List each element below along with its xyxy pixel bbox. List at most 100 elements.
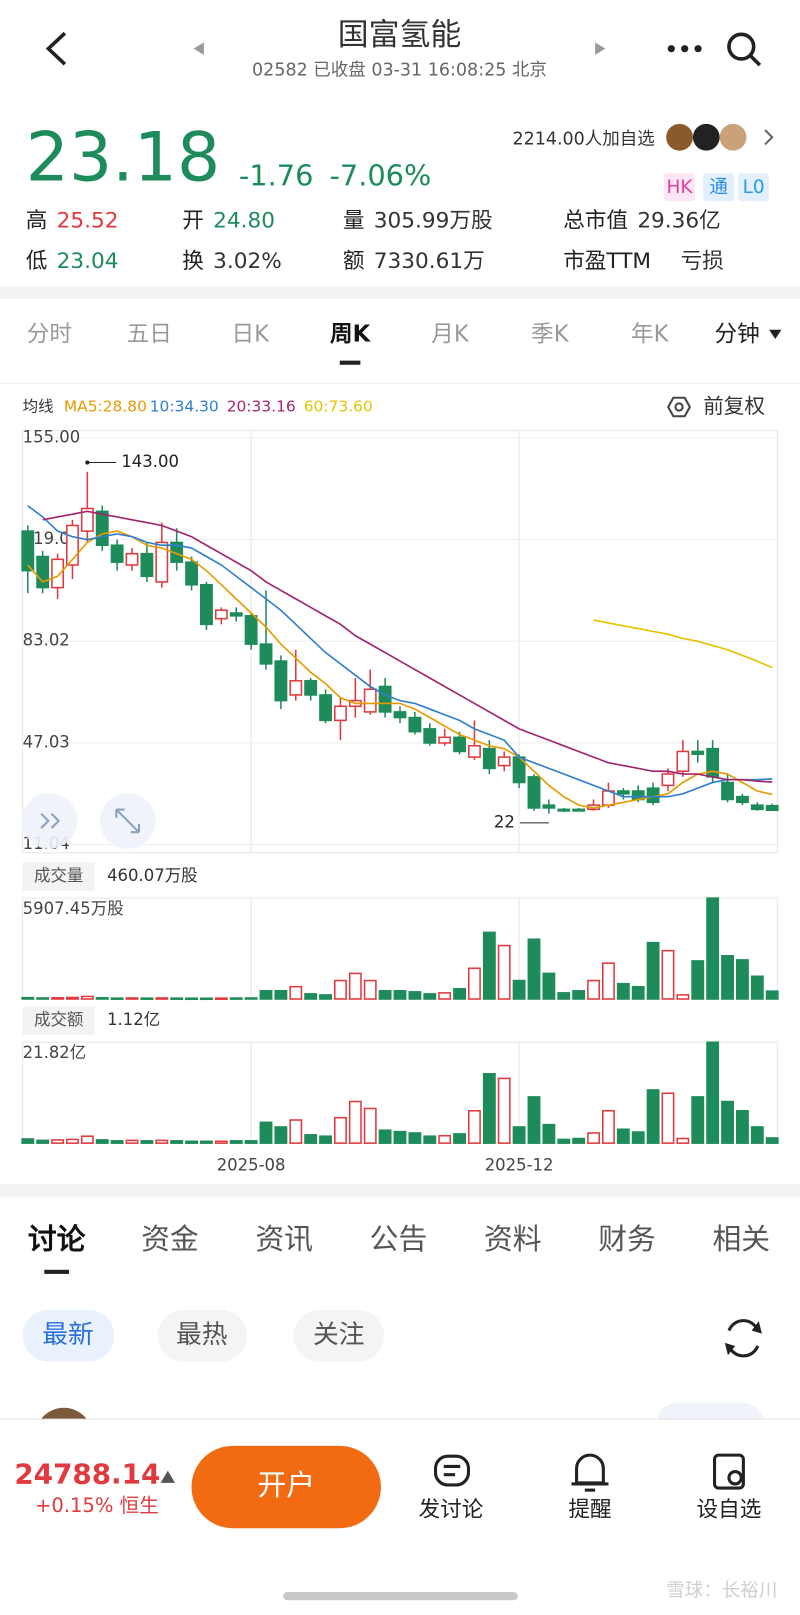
x-tick-label: 2025-12 [485,1155,554,1174]
stat-label: 开 [182,209,204,234]
filter-pill[interactable] [22,1309,115,1362]
badge: HK [666,177,693,198]
filter-pill[interactable] [157,1309,248,1362]
next-stock[interactable] [595,42,606,55]
candle-body [542,804,556,809]
adjust-label[interactable]: 前复权 [703,394,765,418]
watchlist-icon[interactable] [712,1453,745,1490]
bar [676,1137,690,1144]
bar [587,979,600,1000]
avatars [666,123,747,151]
bar [631,985,645,1000]
adjust-icon[interactable] [667,396,692,418]
stat-value: 3.02% [213,249,282,274]
refresh-button[interactable] [724,1319,762,1358]
bar [155,1139,169,1144]
discuss-icon[interactable] [433,1454,471,1487]
bar [616,1128,630,1144]
max-label: 143.00 [121,452,179,471]
bar [706,1041,720,1144]
prev-stock[interactable] [193,42,204,55]
bar [661,949,675,1000]
candle-body [51,558,65,589]
label-box [22,1006,95,1036]
panel-title: 成交额 [34,1010,83,1029]
footer-action: 发讨论 [419,1498,484,1523]
bar [244,997,258,1000]
candle-body [21,530,35,572]
candle-body [304,680,318,696]
bar [80,1135,94,1144]
candle-body [497,756,511,767]
news-tab[interactable]: 资讯 [255,1222,313,1256]
more-button[interactable] [667,45,702,53]
bar [289,985,303,1000]
change: -1.76 [239,158,314,192]
news-tab[interactable]: 财务 [598,1222,656,1256]
stat-label: 额 [343,249,365,274]
bar [750,1126,764,1144]
bar [765,1137,779,1144]
bar [497,944,511,1000]
search-button[interactable] [727,32,762,67]
dropdown-arrow[interactable] [769,329,782,340]
stat-label: 量 [343,209,365,234]
period-tab: 周K [330,321,372,347]
bar [170,1140,184,1144]
bar [721,955,734,1000]
badge: L0 [743,177,765,198]
bar [646,941,660,1000]
candle-body [259,643,273,665]
bar [21,996,35,1000]
bar [378,990,392,1000]
bar [631,1131,645,1144]
bar [334,1116,347,1144]
candle-body [289,680,303,696]
open-account-button[interactable] [191,1445,381,1529]
bar [542,1123,556,1144]
bar [259,1121,273,1144]
alert-icon[interactable] [571,1453,609,1492]
stat-value: 亏损 [681,249,724,274]
filter-pill[interactable] [293,1309,385,1362]
expand-buttons[interactable] [21,793,156,849]
bar [274,1126,288,1144]
bar [616,982,630,1000]
bar [735,959,749,1000]
candle-body [155,541,169,583]
period-tab: 五日 [127,321,172,347]
period-tab: 季K [531,321,570,347]
change-pct: -7.06% [329,158,431,192]
bar [468,1110,481,1144]
bar [482,931,496,1000]
news-tab[interactable]: 资金 [141,1222,199,1256]
bar [185,1140,199,1144]
period-tab: 日K [231,321,270,347]
filter: 关注 [313,1320,364,1350]
filter: 最新 [42,1320,93,1350]
bar [110,1140,124,1144]
legend-title: 均线 [23,397,54,415]
watchers-arrow[interactable] [764,129,774,146]
news-tab[interactable]: 相关 [713,1222,771,1256]
bar [155,997,169,1000]
x-tick-label: 2025-08 [217,1155,286,1174]
news-tab[interactable]: 讨论 [28,1222,86,1256]
bar [497,1077,511,1144]
news-tab[interactable]: 公告 [370,1222,428,1256]
candle-body [572,808,586,812]
stat-label: 总市值 [563,209,628,234]
candle-body [140,552,154,578]
bar [735,1110,749,1144]
stat-value: 29.36亿 [637,209,720,234]
back-button[interactable] [45,31,67,66]
stat-value: 25.52 [57,209,119,234]
bar [691,960,705,1000]
footer-action: 设自选 [697,1498,762,1523]
news-tab[interactable]: 资料 [484,1222,542,1256]
bar [170,997,184,1000]
footer-action: 提醒 [568,1498,611,1523]
period-tab: 分钟 [715,321,760,347]
candle-body [527,776,541,809]
